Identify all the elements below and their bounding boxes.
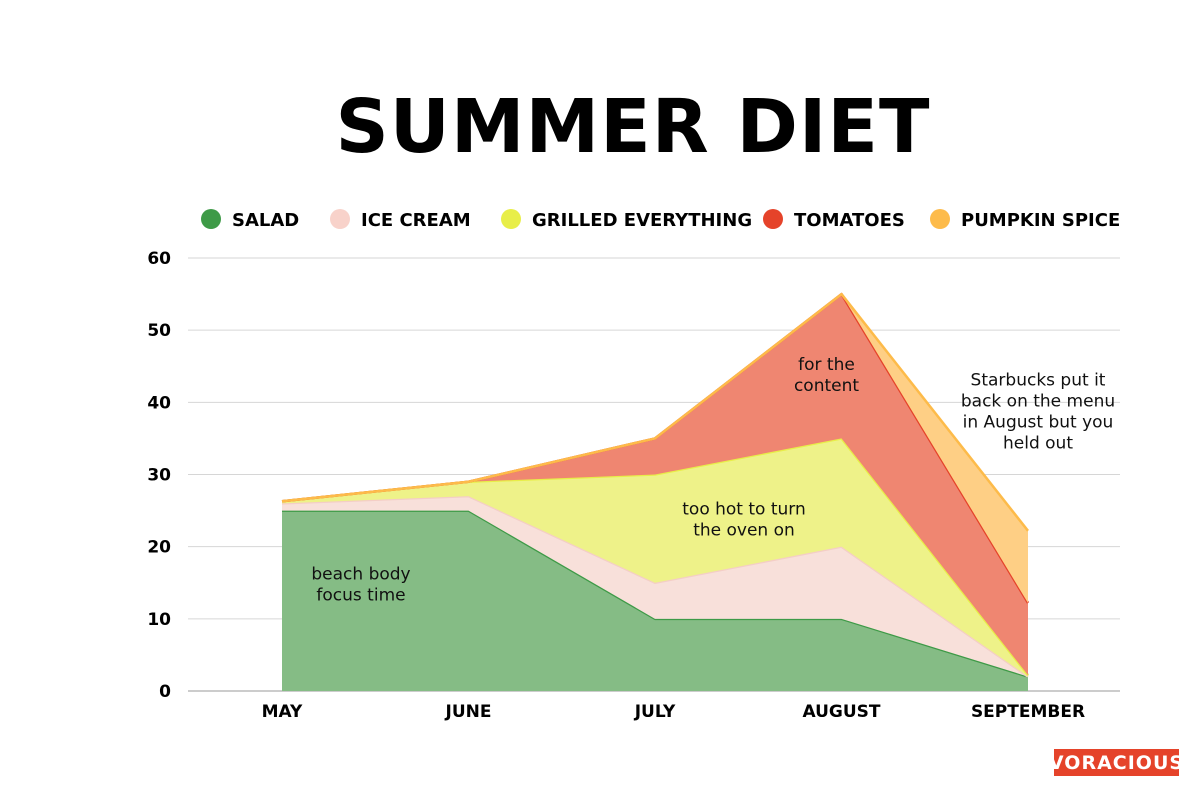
y-tick-label: 0 xyxy=(159,682,171,702)
annotation-text: Starbucks put it xyxy=(971,370,1106,390)
area-tomatoes xyxy=(282,294,1028,676)
chart-title: SUMMER DIET xyxy=(336,84,931,170)
legend-marker-pumpkin-spice xyxy=(930,209,950,229)
y-tick-label: 10 xyxy=(147,610,171,630)
x-tick-label: MAY xyxy=(262,702,303,722)
voracious-logo-box xyxy=(1054,749,1179,776)
annotation-text: too hot to turn xyxy=(682,500,806,520)
legend-marker-tomatoes xyxy=(763,209,783,229)
x-tick-label: JUNE xyxy=(445,702,492,722)
y-tick-label: 30 xyxy=(147,466,171,486)
legend-marker-grilled-everything xyxy=(501,209,521,229)
y-tick-label: 60 xyxy=(147,249,171,269)
legend-label-pumpkin-spice: PUMPKIN SPICE xyxy=(961,210,1120,231)
annotation-text: in August but you xyxy=(963,412,1114,432)
y-tick-label: 50 xyxy=(147,321,171,341)
annotation-text: beach body xyxy=(311,564,410,584)
area-grilled-everything xyxy=(282,438,1028,677)
annotation-text: for the xyxy=(798,355,855,375)
legend-label-ice-cream: ICE CREAM xyxy=(361,210,471,231)
legend-label-grilled-everything: GRILLED EVERYTHING xyxy=(532,210,752,231)
y-tick-label: 20 xyxy=(147,538,171,558)
legend-label-salad: SALAD xyxy=(232,210,299,231)
y-tick-label: 40 xyxy=(147,393,171,413)
legend-label-tomatoes: TOMATOES xyxy=(794,210,905,231)
x-tick-label: AUGUST xyxy=(802,702,880,722)
x-tick-label: SEPTEMBER xyxy=(971,702,1085,722)
annotation-text: back on the menu xyxy=(961,391,1115,411)
area-salad xyxy=(282,510,1028,691)
x-tick-label: JULY xyxy=(634,702,676,722)
annotation-text: focus time xyxy=(316,585,405,605)
annotation-text: the oven on xyxy=(693,521,795,541)
voracious-logo: VORACIOUS xyxy=(1049,752,1184,774)
annotation-text: held out xyxy=(1003,433,1073,453)
annotation-text: content xyxy=(794,376,859,396)
legend-marker-salad xyxy=(201,209,221,229)
line-pumpkin-spice xyxy=(281,292,1029,532)
legend-marker-ice-cream xyxy=(330,209,350,229)
area-ice-cream xyxy=(282,496,1028,677)
